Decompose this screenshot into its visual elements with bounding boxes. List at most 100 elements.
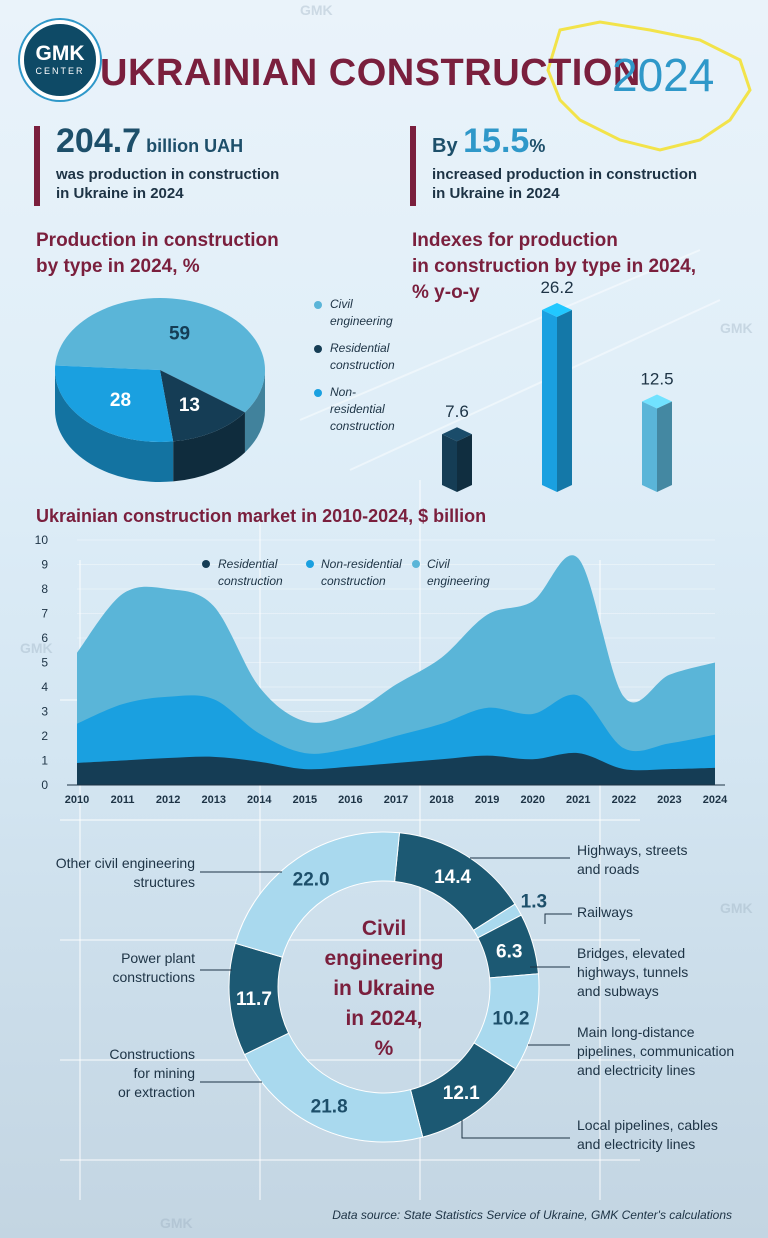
gmk-logo: GMK CENTER	[20, 20, 100, 100]
x-tick-label: 2013	[201, 794, 225, 806]
leader-line	[461, 1120, 570, 1139]
bar-value-label: 7.6	[445, 402, 469, 421]
area-chart: 0 1 2 3 4 5 6 7 8 9 10 2010 2011 2012 2013 2014 2015 2016…	[35, 533, 728, 806]
bar-side	[557, 310, 572, 492]
legend-label: Civil engineering	[427, 557, 490, 588]
pie-slice-label: 28	[110, 390, 131, 411]
stat-prefix: By	[432, 135, 464, 157]
page-title: UKRAINIAN CONSTRUCTION	[100, 52, 641, 94]
bar-chart-title: Indexes for production in construction b…	[412, 228, 696, 306]
x-tick-label: 2015	[293, 794, 317, 806]
watermark: GMK	[300, 2, 333, 18]
y-tick-label: 10	[35, 533, 49, 547]
pie-slice-side	[244, 370, 265, 453]
donut-label: Other civil engineering structures	[55, 855, 195, 890]
data-source-note: Data source: State Statistics Service of…	[332, 1208, 732, 1222]
ukraine-map-outline	[546, 20, 752, 152]
donut-value-label: 21.8	[311, 1096, 348, 1117]
page-year: 2024	[612, 49, 715, 101]
y-tick-label: 6	[41, 631, 48, 645]
stat-unit: %	[529, 136, 546, 156]
bar-top	[442, 427, 472, 442]
y-tick-label: 9	[41, 558, 48, 572]
bar-chart: 7.6 26.2 12.5	[442, 280, 674, 492]
donut-segment	[234, 831, 401, 958]
stat-accent-bar	[34, 126, 40, 206]
title-line: in construction by type in 2024,	[412, 256, 697, 277]
x-tick-label: 2011	[111, 794, 135, 806]
pie-slice-label: 13	[179, 395, 200, 416]
watermark: GMK	[720, 900, 753, 916]
area-chart-title: Ukrainian construction market in 2010-20…	[36, 506, 487, 526]
x-tick-label: 2020	[520, 794, 544, 806]
title-line: by type in 2024, %	[36, 256, 200, 277]
bar-value-label: 26.2	[540, 280, 573, 297]
legend-dot	[202, 560, 210, 568]
area-series	[77, 752, 715, 785]
donut-value-label: 14.4	[434, 867, 471, 888]
donut-value-label: 22.0	[293, 870, 330, 891]
x-tick-label: 2019	[475, 794, 499, 806]
stat-production: 204.7 billion UAH was production in cons…	[56, 122, 279, 203]
x-tick-label: 2010	[65, 794, 89, 806]
bar-side	[457, 434, 472, 492]
x-tick-label: 2023	[657, 794, 681, 806]
stat-accent-bar	[410, 126, 416, 206]
y-tick-label: 1	[41, 754, 48, 768]
bar-side	[657, 401, 672, 492]
y-tick-label: 0	[41, 778, 48, 792]
watermark: GMK	[160, 1215, 193, 1231]
watermark: GMK	[20, 640, 53, 656]
y-tick-label: 7	[41, 607, 48, 621]
pie-slice	[160, 370, 245, 442]
legend-dot	[314, 301, 322, 309]
donut-value-label: 12.1	[443, 1083, 480, 1104]
legend-label: Non-residential construction	[330, 385, 395, 433]
title-line: Indexes for production	[412, 230, 618, 251]
leader-line	[544, 913, 572, 924]
title-line: % y-o-y	[412, 282, 480, 303]
stat-text: was production in construction	[56, 166, 280, 183]
y-tick-label: 3	[41, 705, 48, 719]
stat-unit: billion UAH	[141, 136, 244, 156]
y-tick-label: 2	[41, 729, 48, 743]
stat-number: 204.7	[56, 122, 142, 160]
y-tick-label: 5	[41, 656, 48, 670]
x-tick-label: 2021	[566, 794, 590, 806]
bar	[542, 310, 557, 492]
x-tick-label: 2012	[156, 794, 180, 806]
y-tick-label: 4	[41, 680, 48, 694]
donut-label: Main long-distance pipelines, communicati…	[577, 1024, 735, 1078]
y-tick-label: 8	[41, 582, 48, 596]
x-tick-label: 2016	[338, 794, 362, 806]
legend-dot	[306, 560, 314, 568]
donut-chart: 14.4 1.3 6.3 10.2 12.1 21.8 11.7 22.0	[200, 831, 572, 1143]
x-tick-label: 2018	[429, 794, 453, 806]
legend-label: Residential construction	[330, 341, 395, 372]
donut-center-title: Civil engineering in Ukraine in 2024, %	[324, 917, 444, 1060]
stat-text: increased production in construction	[432, 166, 698, 183]
pie-slice-side	[55, 370, 174, 482]
donut-label: Constructions for mining or extraction	[109, 1046, 195, 1100]
donut-value-label: 11.7	[236, 989, 272, 1010]
pie-slice-label: 59	[169, 324, 190, 345]
legend-label: Residential construction	[218, 557, 283, 588]
pie-slice	[55, 365, 174, 442]
x-tick-label: 2024	[703, 794, 728, 806]
bar-top	[642, 394, 672, 409]
legend-label: Civil engineering	[330, 297, 393, 328]
bar-value-label: 12.5	[640, 370, 673, 389]
pie-slice	[55, 298, 266, 413]
donut-label: Bridges, elevated highways, tunnels and su…	[577, 945, 689, 999]
pie-chart: 59 13 28	[55, 298, 266, 482]
legend-dot	[314, 345, 322, 353]
x-tick-label: 2022	[612, 794, 636, 806]
title-line: Production in construction	[36, 230, 279, 251]
donut-value-label: 10.2	[492, 1008, 529, 1029]
bar	[642, 401, 657, 492]
bar	[442, 434, 457, 492]
pie-chart-title: Production in construction by type in 20…	[36, 228, 279, 280]
watermark: GMK	[720, 320, 753, 336]
